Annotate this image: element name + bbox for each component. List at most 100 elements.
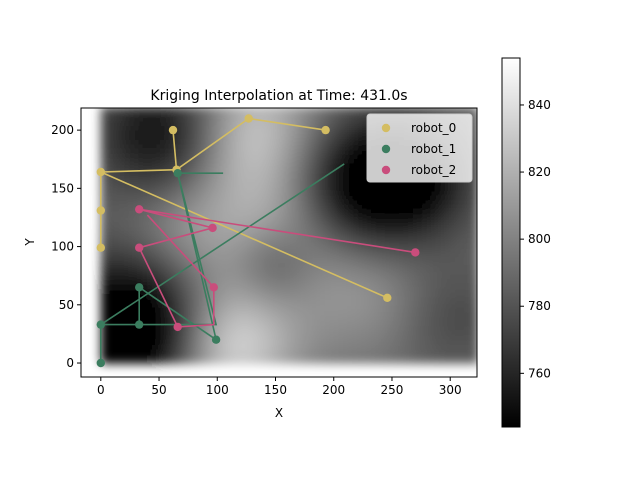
heatmap-cell bbox=[231, 162, 237, 168]
heatmap-cell bbox=[170, 172, 176, 178]
heatmap-cell bbox=[161, 120, 167, 127]
heatmap-cell bbox=[170, 246, 176, 252]
heatmap-cell bbox=[459, 213, 465, 220]
heatmap-cell bbox=[412, 349, 419, 355]
heatmap-cell bbox=[263, 302, 270, 308]
heatmap-cell bbox=[315, 241, 321, 248]
heatmap-cell bbox=[170, 353, 176, 359]
heatmap-cell bbox=[422, 283, 428, 290]
heatmap-cell bbox=[124, 293, 130, 299]
heatmap-cell bbox=[454, 223, 461, 229]
heatmap-cell bbox=[152, 274, 158, 280]
heatmap-cell bbox=[138, 255, 144, 262]
heatmap-cell bbox=[464, 260, 470, 266]
heatmap-cell bbox=[156, 241, 162, 248]
heatmap-cell bbox=[217, 325, 223, 332]
heatmap-cell bbox=[403, 302, 409, 308]
heatmap-cell bbox=[198, 162, 204, 168]
heatmap-cell bbox=[319, 108, 326, 113]
heatmap-cell bbox=[198, 200, 204, 206]
heatmap-cell bbox=[166, 204, 172, 210]
heatmap-cell bbox=[133, 186, 139, 192]
heatmap-cell bbox=[142, 209, 148, 215]
heatmap-cell bbox=[380, 321, 386, 327]
heatmap-cell bbox=[166, 172, 172, 178]
heatmap-cell bbox=[133, 349, 139, 355]
heatmap-cell bbox=[245, 130, 251, 136]
heatmap-cell bbox=[273, 316, 279, 322]
heatmap-cell bbox=[100, 176, 107, 182]
heatmap-cell bbox=[207, 120, 214, 127]
heatmap-cell bbox=[422, 302, 428, 308]
heatmap-cell bbox=[338, 111, 344, 117]
heatmap-cell bbox=[231, 311, 237, 318]
heatmap-cell bbox=[287, 358, 293, 364]
heatmap-cell bbox=[170, 339, 176, 345]
heatmap-cell bbox=[473, 204, 477, 210]
heatmap-cell bbox=[440, 265, 447, 271]
heatmap-cell bbox=[291, 158, 298, 164]
heatmap-cell bbox=[338, 167, 344, 173]
heatmap-cell bbox=[473, 269, 477, 276]
heatmap-cell bbox=[138, 130, 144, 136]
heatmap-cell bbox=[333, 111, 339, 117]
heatmap-cell bbox=[156, 186, 162, 192]
heatmap-cell bbox=[389, 265, 395, 271]
heatmap-cell bbox=[273, 134, 279, 141]
heatmap-cell bbox=[235, 111, 242, 117]
colorbar-tick-label: 760 bbox=[528, 366, 551, 380]
heatmap-cell bbox=[184, 176, 190, 182]
heatmap-cell bbox=[221, 353, 228, 359]
heatmap-cell bbox=[361, 316, 367, 322]
heatmap-cell bbox=[296, 218, 302, 224]
heatmap-cell bbox=[161, 190, 167, 196]
heatmap-cell bbox=[338, 204, 344, 210]
heatmap-cell bbox=[189, 274, 195, 280]
heatmap-cell bbox=[189, 293, 195, 299]
heatmap-cell bbox=[473, 297, 477, 304]
heatmap-cell bbox=[417, 186, 423, 192]
heatmap-cell bbox=[273, 181, 279, 187]
heatmap-cell bbox=[245, 353, 251, 359]
heatmap-cell bbox=[324, 153, 330, 159]
heatmap-cell bbox=[161, 158, 167, 164]
heatmap-cell bbox=[287, 255, 293, 262]
heatmap-cell bbox=[170, 232, 176, 238]
heatmap-cell bbox=[440, 344, 447, 350]
heatmap-cell bbox=[114, 200, 121, 206]
heatmap-cell bbox=[259, 265, 265, 271]
heatmap-cell bbox=[124, 325, 130, 332]
heatmap-cell bbox=[161, 311, 167, 318]
heatmap-cell bbox=[142, 186, 148, 192]
heatmap-cell bbox=[361, 162, 367, 168]
heatmap-cell bbox=[277, 302, 284, 308]
heatmap-cell bbox=[235, 297, 242, 304]
heatmap-cell bbox=[473, 172, 477, 178]
heatmap-cell bbox=[119, 153, 125, 159]
heatmap-cell bbox=[426, 227, 433, 234]
heatmap-cell bbox=[357, 134, 363, 141]
heatmap-cell bbox=[263, 148, 270, 155]
heatmap-cell bbox=[105, 307, 111, 313]
heatmap-cell bbox=[114, 125, 121, 131]
heatmap-cell bbox=[473, 162, 477, 168]
heatmap-cell bbox=[319, 339, 326, 345]
heatmap-cell bbox=[436, 260, 442, 266]
heatmap-cell bbox=[450, 302, 456, 308]
heatmap-cell bbox=[287, 288, 293, 294]
heatmap-cell bbox=[324, 335, 330, 341]
heatmap-cell bbox=[305, 269, 312, 276]
heatmap-cell bbox=[301, 125, 307, 131]
heatmap-cell bbox=[207, 255, 214, 262]
heatmap-cell bbox=[217, 227, 223, 234]
heatmap-cell bbox=[231, 321, 237, 327]
heatmap-cell bbox=[352, 316, 358, 322]
heatmap-cell bbox=[235, 251, 242, 257]
heatmap-cell bbox=[268, 195, 274, 201]
heatmap-cell bbox=[268, 134, 274, 141]
heatmap-cell bbox=[426, 293, 433, 299]
heatmap-cell bbox=[412, 274, 419, 280]
heatmap-cell bbox=[249, 218, 256, 224]
heatmap-cell bbox=[184, 297, 190, 304]
heatmap-cell bbox=[166, 190, 172, 196]
